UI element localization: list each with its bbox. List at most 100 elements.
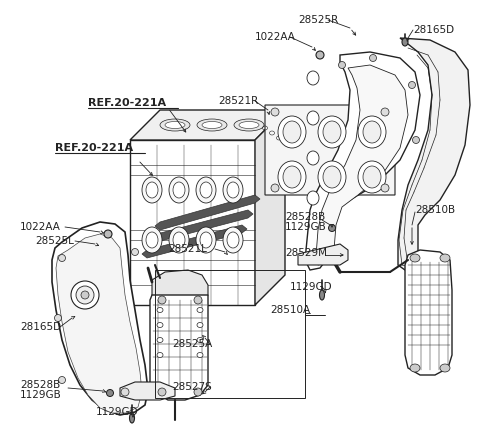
Ellipse shape xyxy=(121,388,129,396)
Ellipse shape xyxy=(132,248,139,255)
Polygon shape xyxy=(148,210,253,243)
Ellipse shape xyxy=(142,227,162,253)
Ellipse shape xyxy=(227,182,239,198)
Ellipse shape xyxy=(239,121,259,128)
Text: 28510B: 28510B xyxy=(415,205,455,215)
Ellipse shape xyxy=(440,364,450,372)
Ellipse shape xyxy=(307,191,319,205)
Polygon shape xyxy=(142,225,247,258)
Ellipse shape xyxy=(59,377,65,384)
Ellipse shape xyxy=(157,308,163,312)
Ellipse shape xyxy=(307,111,319,125)
Ellipse shape xyxy=(165,121,185,128)
Ellipse shape xyxy=(158,296,166,304)
Text: 28521L: 28521L xyxy=(168,244,207,254)
Text: 1022AA: 1022AA xyxy=(255,32,296,42)
Text: 28528B: 28528B xyxy=(285,212,325,222)
Text: 28510A: 28510A xyxy=(270,305,310,315)
Ellipse shape xyxy=(363,121,381,143)
Text: 28528B: 28528B xyxy=(20,380,60,390)
Polygon shape xyxy=(120,382,175,400)
Ellipse shape xyxy=(197,308,203,312)
Text: 28525L: 28525L xyxy=(35,236,74,246)
Ellipse shape xyxy=(157,323,163,327)
Text: 28525R: 28525R xyxy=(298,15,338,25)
Ellipse shape xyxy=(142,177,162,203)
Ellipse shape xyxy=(197,323,203,327)
Ellipse shape xyxy=(202,121,222,128)
Ellipse shape xyxy=(194,388,202,396)
Polygon shape xyxy=(56,234,142,413)
Ellipse shape xyxy=(169,227,189,253)
Ellipse shape xyxy=(197,337,203,343)
Polygon shape xyxy=(155,195,260,230)
Ellipse shape xyxy=(76,286,94,304)
Ellipse shape xyxy=(402,38,408,46)
Ellipse shape xyxy=(307,151,319,165)
Ellipse shape xyxy=(81,291,89,299)
Ellipse shape xyxy=(381,184,389,192)
Ellipse shape xyxy=(410,254,420,262)
Ellipse shape xyxy=(59,254,65,261)
Polygon shape xyxy=(265,105,395,195)
Text: 1129GD: 1129GD xyxy=(290,282,333,292)
Ellipse shape xyxy=(283,166,301,188)
Polygon shape xyxy=(130,110,285,140)
Ellipse shape xyxy=(307,71,319,85)
Text: 28525A: 28525A xyxy=(172,339,212,349)
Ellipse shape xyxy=(194,296,202,304)
Ellipse shape xyxy=(370,54,376,61)
Ellipse shape xyxy=(278,116,306,148)
Ellipse shape xyxy=(358,161,386,193)
Ellipse shape xyxy=(410,364,420,372)
Ellipse shape xyxy=(197,353,203,358)
Ellipse shape xyxy=(71,281,99,309)
Ellipse shape xyxy=(412,137,420,143)
Polygon shape xyxy=(130,140,255,305)
Ellipse shape xyxy=(338,61,346,69)
Polygon shape xyxy=(316,65,408,265)
Ellipse shape xyxy=(278,161,306,193)
Text: 1022AA: 1022AA xyxy=(20,222,61,232)
Ellipse shape xyxy=(200,182,212,198)
Ellipse shape xyxy=(271,108,279,116)
Text: 1129GD: 1129GD xyxy=(96,407,139,417)
Ellipse shape xyxy=(107,390,113,397)
Ellipse shape xyxy=(173,232,185,248)
Text: 28527S: 28527S xyxy=(172,382,212,392)
Ellipse shape xyxy=(160,119,190,131)
Text: 28165D: 28165D xyxy=(20,322,61,332)
Ellipse shape xyxy=(323,121,341,143)
Ellipse shape xyxy=(363,166,381,188)
Ellipse shape xyxy=(196,227,216,253)
Ellipse shape xyxy=(320,290,324,300)
Ellipse shape xyxy=(440,254,450,262)
Ellipse shape xyxy=(408,82,416,89)
Ellipse shape xyxy=(381,108,389,116)
Ellipse shape xyxy=(283,121,301,143)
Polygon shape xyxy=(305,52,420,270)
Ellipse shape xyxy=(318,161,346,193)
Ellipse shape xyxy=(271,184,279,192)
Ellipse shape xyxy=(234,119,264,131)
Ellipse shape xyxy=(157,353,163,358)
Ellipse shape xyxy=(200,232,212,248)
Polygon shape xyxy=(255,110,285,305)
Ellipse shape xyxy=(197,119,227,131)
Text: REF.20-221A: REF.20-221A xyxy=(88,98,166,108)
Polygon shape xyxy=(150,295,208,400)
Ellipse shape xyxy=(328,225,336,232)
Text: 28165D: 28165D xyxy=(413,25,454,35)
Ellipse shape xyxy=(173,182,185,198)
Text: 1129GB: 1129GB xyxy=(20,390,62,400)
Ellipse shape xyxy=(223,177,243,203)
Ellipse shape xyxy=(316,51,324,59)
Ellipse shape xyxy=(158,388,166,396)
Ellipse shape xyxy=(104,230,112,238)
Ellipse shape xyxy=(55,314,61,321)
Ellipse shape xyxy=(323,166,341,188)
Text: 28521R: 28521R xyxy=(218,96,258,106)
Ellipse shape xyxy=(146,232,158,248)
Polygon shape xyxy=(398,38,470,270)
Ellipse shape xyxy=(169,177,189,203)
